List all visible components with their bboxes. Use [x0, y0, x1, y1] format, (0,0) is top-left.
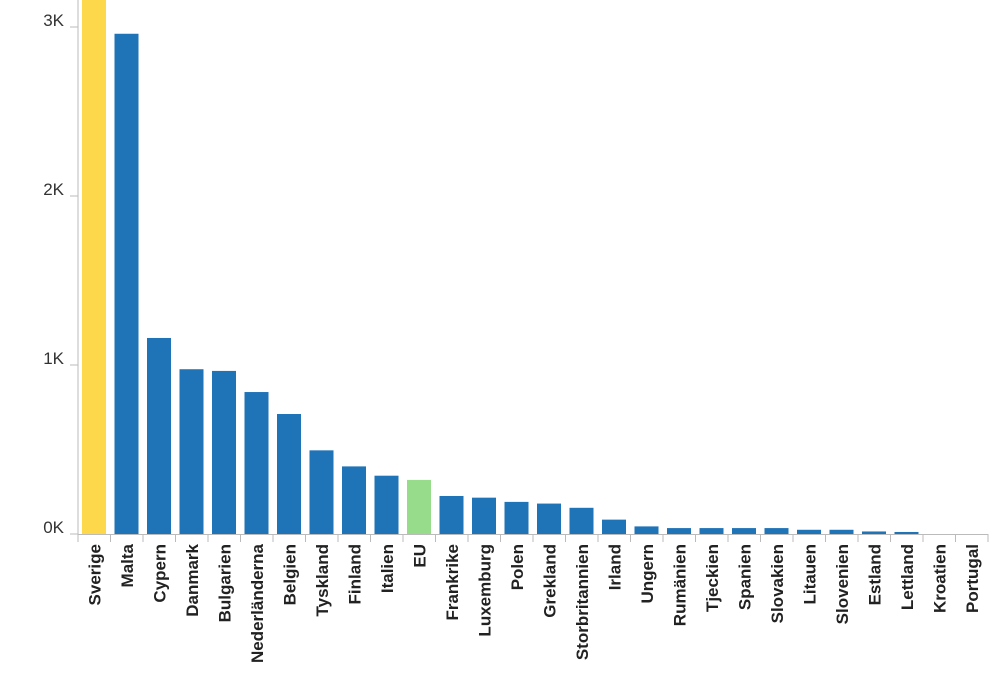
axes [77, 0, 989, 542]
x-category-label: Estland [865, 544, 884, 605]
bar [472, 497, 496, 534]
x-category-label: Litauen [800, 544, 819, 604]
y-tick-label: 3K [43, 11, 64, 30]
x-category-label: Slovakien [768, 544, 787, 623]
bar [504, 501, 529, 534]
x-category-label: Frankrike [443, 544, 462, 621]
x-category-label: Grekland [540, 544, 559, 618]
bar [277, 414, 301, 534]
bar [179, 369, 204, 534]
x-category-label: Tjeckien [703, 544, 722, 612]
bar [342, 466, 366, 534]
x-category-label: Tyskland [313, 544, 332, 616]
x-category-label: Italien [378, 544, 397, 593]
bar [634, 526, 659, 534]
bar [894, 531, 919, 534]
bar [244, 392, 269, 534]
bar [667, 528, 691, 534]
bar [537, 503, 561, 534]
x-category-label: Finland [345, 544, 364, 604]
bar [309, 450, 334, 534]
bars [82, 0, 919, 534]
bar [212, 370, 236, 534]
bar [602, 519, 626, 534]
x-category-label: EU [410, 544, 429, 568]
bar [829, 529, 854, 534]
bar [862, 531, 886, 534]
x-category-label: Cypern [150, 544, 169, 603]
x-category-label: Kroatien [930, 544, 949, 613]
bar [764, 528, 789, 534]
x-category-label: Ungern [638, 544, 657, 604]
y-tick-label: 0K [43, 518, 64, 537]
bar [407, 479, 431, 534]
x-category-label: Sverige [85, 544, 104, 605]
y-tick-label: 2K [43, 180, 64, 199]
y-axis-ticks: 0K 1K 2K 3K [43, 11, 78, 537]
x-category-label: Spanien [735, 544, 754, 610]
x-category-label: Bulgarien [215, 544, 234, 622]
x-category-label: Storbritannien [573, 544, 592, 660]
x-category-label: Danmark [183, 543, 202, 616]
bar [732, 528, 756, 534]
x-category-label: Malta [118, 543, 137, 587]
bar [439, 495, 464, 534]
x-category-label: Slovenien [833, 544, 852, 624]
x-category-label: Nederländerna [248, 543, 267, 663]
x-category-label: Lettland [898, 544, 917, 610]
x-category-label: Belgien [280, 544, 299, 605]
bar [797, 529, 821, 534]
bar [569, 507, 594, 534]
bar [147, 337, 171, 534]
bar [82, 0, 106, 534]
bar [699, 528, 724, 534]
x-category-label: Portugal [963, 544, 982, 613]
x-category-label: Polen [508, 544, 527, 590]
bar [374, 475, 399, 534]
y-tick-label: 1K [43, 349, 64, 368]
x-category-label: Rumänien [670, 544, 689, 626]
x-category-label: Irland [605, 544, 624, 590]
x-axis-labels: Sverige Malta Cypern Danmark Bulgarien Nederl… [85, 543, 982, 663]
x-category-label: Luxemburg [475, 544, 494, 637]
bar [114, 33, 139, 534]
